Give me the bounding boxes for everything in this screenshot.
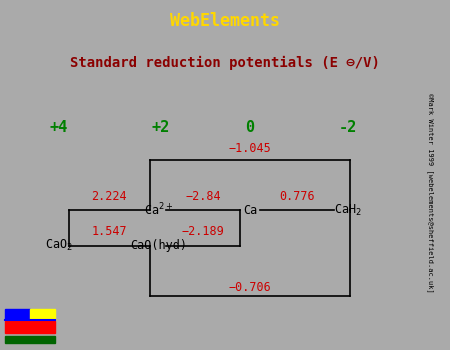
Text: −1.045: −1.045 xyxy=(229,142,271,155)
Text: CaH$_2$: CaH$_2$ xyxy=(334,203,362,218)
Text: −2.84: −2.84 xyxy=(185,190,221,203)
Text: CaO$_2$: CaO$_2$ xyxy=(45,238,72,253)
Text: 1.547: 1.547 xyxy=(91,225,127,238)
Text: Ca: Ca xyxy=(243,204,257,217)
Text: 0: 0 xyxy=(245,120,255,135)
Text: −2.189: −2.189 xyxy=(182,225,225,238)
Text: +4: +4 xyxy=(50,120,68,135)
Text: CaO(hyd): CaO(hyd) xyxy=(130,239,187,252)
Text: 2.224: 2.224 xyxy=(91,190,127,203)
Text: −0.706: −0.706 xyxy=(229,281,271,294)
Text: -2: -2 xyxy=(339,120,357,135)
Text: +2: +2 xyxy=(151,120,170,135)
Text: WebElements: WebElements xyxy=(170,12,280,30)
Text: Standard reduction potentials (E ⊖/V): Standard reduction potentials (E ⊖/V) xyxy=(70,56,380,70)
Text: ©Mark Winter 1999 [webelements@sheffield.ac.uk]: ©Mark Winter 1999 [webelements@sheffield… xyxy=(427,93,434,292)
Text: 0.776: 0.776 xyxy=(279,190,315,203)
Text: Ca$^{2+}$: Ca$^{2+}$ xyxy=(144,202,173,219)
